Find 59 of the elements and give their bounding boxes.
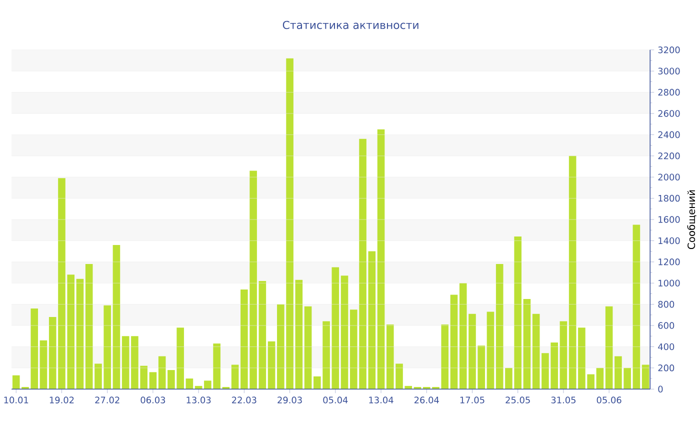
y-tick-label: 2200 bbox=[658, 152, 680, 160]
bar bbox=[149, 372, 157, 390]
y-tick-label: 1800 bbox=[658, 194, 680, 202]
x-tick-label: 06.03 bbox=[140, 396, 166, 404]
y-tick-label: 2600 bbox=[658, 110, 680, 117]
x-tick-label: 05.04 bbox=[323, 396, 348, 404]
y-tick-label: 3000 bbox=[658, 68, 680, 74]
bar bbox=[450, 294, 458, 390]
y-tick-label: 600 bbox=[658, 322, 674, 329]
bar bbox=[596, 368, 604, 390]
x-tick-label: 13.04 bbox=[369, 396, 394, 404]
bar bbox=[332, 267, 340, 390]
y-tick-label: 800 bbox=[658, 300, 674, 308]
bar bbox=[523, 298, 531, 390]
chart-title: Статистика активности bbox=[282, 20, 418, 30]
y-tick-label: 2800 bbox=[658, 88, 680, 96]
x-tick-label: 10.01 bbox=[4, 396, 28, 404]
bar bbox=[258, 280, 266, 390]
x-tick-label: 26.04 bbox=[414, 396, 439, 404]
bar bbox=[568, 156, 576, 390]
bar bbox=[295, 280, 303, 390]
bar bbox=[231, 364, 239, 390]
x-tick-label: 22.03 bbox=[232, 396, 256, 404]
y-tick-label: 1000 bbox=[658, 280, 680, 286]
y-tick-label: 1600 bbox=[658, 216, 680, 223]
bar bbox=[85, 264, 93, 390]
bar bbox=[112, 244, 120, 390]
y-tick-label: 3200 bbox=[658, 46, 680, 54]
bar bbox=[122, 336, 130, 390]
y-tick-label: 400 bbox=[658, 343, 674, 350]
x-tick-label: 27.02 bbox=[95, 396, 120, 404]
bar bbox=[486, 312, 494, 390]
x-tick-label: 31.05 bbox=[551, 396, 576, 404]
bar bbox=[632, 224, 640, 390]
y-tick-label: 0 bbox=[658, 386, 663, 392]
x-tick-label: 05.06 bbox=[596, 396, 622, 404]
bar bbox=[186, 378, 194, 390]
y-tick-label: 2400 bbox=[658, 131, 680, 138]
y-tick-label: 2000 bbox=[658, 174, 680, 180]
bar bbox=[76, 278, 84, 390]
bar bbox=[340, 276, 348, 390]
bar bbox=[268, 341, 276, 390]
bar bbox=[40, 340, 48, 390]
x-tick-label: 29.03 bbox=[278, 396, 302, 404]
bar bbox=[560, 321, 568, 390]
x-tick-label: 13.03 bbox=[186, 396, 211, 404]
x-tick-label: 19.02 bbox=[50, 396, 74, 404]
bar bbox=[158, 356, 166, 390]
y-tick-label: 1200 bbox=[658, 258, 680, 266]
x-tick-label: 25.05 bbox=[506, 396, 530, 404]
bar bbox=[605, 306, 613, 390]
x-tick-label: 17.05 bbox=[460, 396, 484, 404]
bar bbox=[532, 314, 540, 390]
bar bbox=[304, 306, 312, 390]
bar bbox=[377, 129, 385, 390]
y-axis-title: Сообщений bbox=[687, 190, 696, 249]
y-tick-label: 1400 bbox=[658, 237, 680, 244]
y-tick-label: 200 bbox=[658, 364, 674, 372]
bar bbox=[642, 364, 650, 390]
